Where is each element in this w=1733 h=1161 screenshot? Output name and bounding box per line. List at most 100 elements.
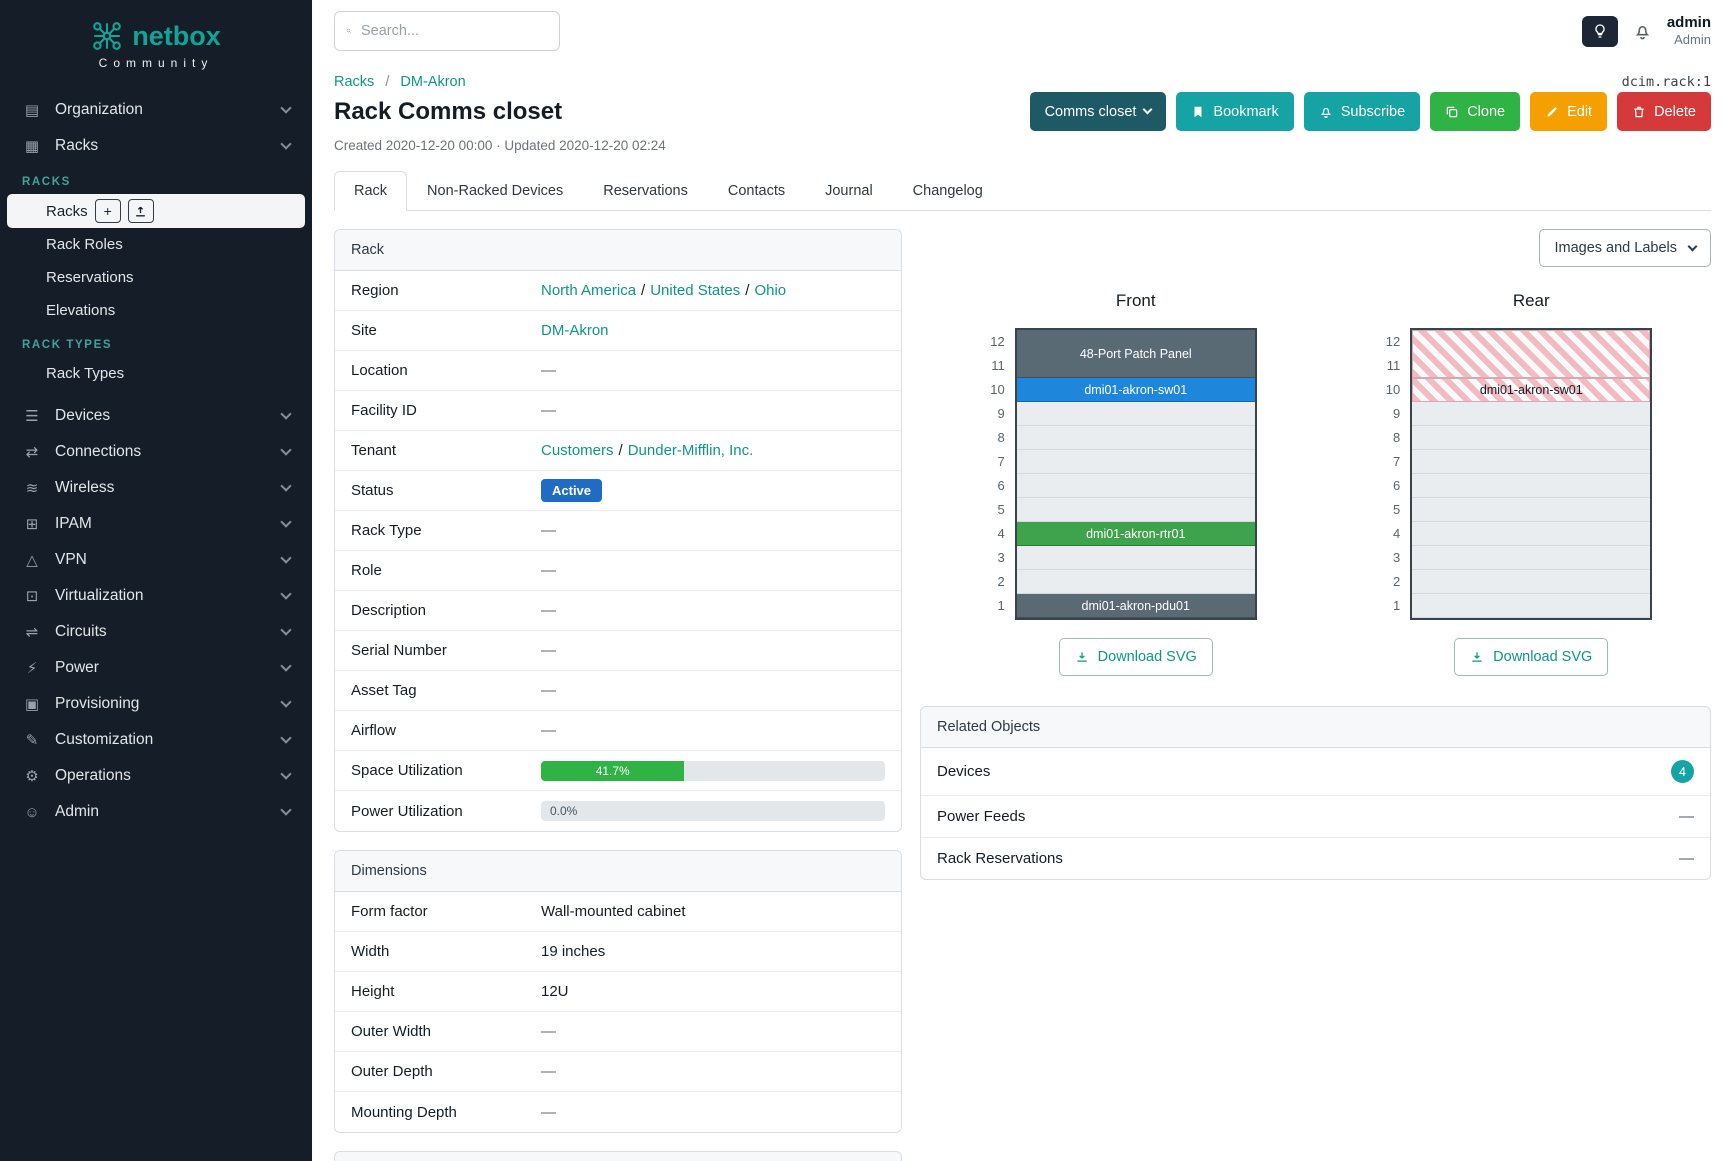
rack-unit-slot[interactable]	[1412, 450, 1651, 474]
sidebar-item-organization[interactable]: ▤ Organization	[0, 92, 312, 128]
sidebar-subitem-rack-types[interactable]: Rack Types	[46, 365, 125, 382]
field-label: Airflow	[351, 722, 397, 739]
download-svg-front-button[interactable]: Download SVG	[1058, 638, 1213, 676]
rack-device[interactable]: dmi01-akron-sw01	[1016, 378, 1255, 402]
unit-number-label: 12	[990, 334, 1005, 349]
rack-unit-slot[interactable]	[1412, 426, 1651, 450]
chevron-down-icon	[280, 624, 292, 636]
elevation-front-title: Front	[1115, 291, 1156, 310]
search-box[interactable]	[334, 11, 560, 51]
rack-device[interactable]: dmi01-akron-sw01	[1412, 378, 1651, 402]
rack-unit-slot[interactable]	[1016, 402, 1255, 426]
sidebar-item-virtualization[interactable]: ⊡ Virtualization	[0, 578, 312, 614]
search-input[interactable]	[361, 23, 548, 39]
sidebar-item-circuits[interactable]: ⇌ Circuits	[0, 614, 312, 650]
power-utilization-bar: 0.0%	[541, 801, 885, 821]
add-button[interactable]: +	[94, 199, 121, 223]
chevron-down-icon	[280, 732, 292, 744]
tab-changelog[interactable]: Changelog	[912, 183, 983, 199]
user-menu[interactable]: admin Admin	[1667, 14, 1711, 49]
sidebar-subitem-elevations[interactable]: Elevations	[46, 302, 116, 319]
empty-value: —	[541, 682, 556, 699]
tab-journal[interactable]: Journal	[825, 183, 873, 199]
rack-unit-slot[interactable]	[1412, 522, 1651, 546]
sidebar-subitem-racks[interactable]: Racks +	[7, 194, 305, 228]
chevron-down-icon	[280, 138, 292, 150]
field-label: Site	[351, 322, 377, 339]
progress-label: 0.0%	[550, 804, 578, 818]
images-labels-dropdown[interactable]: Images and Labels	[1539, 229, 1711, 267]
logo-area[interactable]: netbox Community	[0, 0, 312, 78]
rack-unit-slot[interactable]	[1016, 570, 1255, 594]
rack-unit-slot[interactable]	[1412, 546, 1651, 570]
sidebar-item-wireless[interactable]: ≋ Wireless	[0, 470, 312, 506]
unit-number-label: 7	[997, 454, 1005, 469]
sidebar-item-operations[interactable]: ⚙ Operations	[0, 758, 312, 794]
breadcrumb-link-site[interactable]: DM-Akron	[400, 74, 466, 90]
field-row-power-utilization: Power Utilization 0.0%	[335, 791, 901, 831]
tab-rack[interactable]: Rack	[334, 171, 408, 211]
region-link[interactable]: Ohio	[754, 282, 787, 299]
download-icon	[1472, 652, 1482, 662]
sidebar-item-provisioning[interactable]: ▣ Provisioning	[0, 686, 312, 722]
sidebar-item-racks[interactable]: ▦ Racks	[0, 128, 312, 164]
rack-device[interactable]: 48-Port Patch Panel	[1016, 330, 1255, 378]
connections-icon: ⇄	[25, 444, 39, 461]
sidebar-item-ipam[interactable]: ⊞ IPAM	[0, 506, 312, 542]
rack-unit-slot[interactable]	[1016, 474, 1255, 498]
rack-device-rear-shadow[interactable]	[1412, 330, 1651, 378]
field-value: 12U	[541, 983, 569, 1000]
theme-toggle-button[interactable]	[1581, 15, 1618, 47]
sidebar-item-power[interactable]: ⚡ Power	[0, 650, 312, 686]
clone-button[interactable]: Clone	[1430, 92, 1521, 131]
sidebar-item-devices[interactable]: ☰ Devices	[0, 398, 312, 434]
virtualization-icon: ⊡	[25, 588, 39, 605]
field-row-space-utilization: Space Utilization 41.7%	[335, 751, 901, 791]
sidebar-subitem-rack-roles[interactable]: Rack Roles	[46, 236, 123, 253]
rack-unit-slot[interactable]	[1412, 594, 1651, 618]
tenant-link[interactable]: Dunder-Mifflin, Inc.	[627, 442, 754, 459]
sidebar-item-connections[interactable]: ⇄ Connections	[0, 434, 312, 470]
unit-number-label: 11	[991, 358, 1005, 373]
related-objects-row-rack-reservations[interactable]: Rack Reservations —	[921, 838, 1710, 879]
site-link[interactable]: DM-Akron	[541, 322, 609, 339]
field-row-location: Location —	[335, 351, 901, 391]
tenant-group-link[interactable]: Customers	[541, 442, 614, 459]
region-link[interactable]: United States	[650, 282, 741, 299]
edit-label: Edit	[1567, 103, 1593, 120]
import-button[interactable]	[127, 199, 154, 223]
edit-button[interactable]: Edit	[1530, 92, 1608, 131]
subscribe-button[interactable]: Subscribe	[1303, 92, 1421, 131]
related-objects-row-power-feeds[interactable]: Power Feeds —	[921, 796, 1710, 838]
unit-number-label: 11	[1386, 358, 1401, 373]
rack-unit-slot[interactable]	[1412, 570, 1651, 594]
region-link[interactable]: North America	[541, 282, 637, 299]
delete-button[interactable]: Delete	[1617, 92, 1711, 131]
field-label: Power Utilization	[351, 802, 463, 820]
tab-reservations[interactable]: Reservations	[603, 183, 688, 199]
sidebar-item-customization[interactable]: ✎ Customization	[0, 722, 312, 758]
sidebar-item-admin[interactable]: ☺ Admin	[0, 794, 312, 830]
notifications-button[interactable]	[1633, 22, 1652, 41]
rack-unit-slot[interactable]	[1016, 546, 1255, 570]
related-objects-row-devices[interactable]: Devices 4	[921, 748, 1710, 796]
context-dropdown-button[interactable]: Comms closet	[1029, 92, 1167, 131]
rack-unit-slot[interactable]	[1016, 498, 1255, 522]
sidebar-item-vpn[interactable]: △ VPN	[0, 542, 312, 578]
organization-icon: ▤	[24, 102, 40, 119]
sidebar-subitem-reservations[interactable]: Reservations	[46, 269, 134, 286]
rack-unit-slot[interactable]	[1016, 426, 1255, 450]
rack-unit-slot[interactable]	[1412, 498, 1651, 522]
rack-device[interactable]: dmi01-akron-pdu01	[1016, 594, 1255, 618]
rack-unit-slot[interactable]	[1016, 450, 1255, 474]
rack-device[interactable]: dmi01-akron-rtr01	[1016, 522, 1255, 546]
bookmark-button[interactable]: Bookmark	[1176, 92, 1294, 131]
download-svg-rear-button[interactable]: Download SVG	[1454, 638, 1609, 676]
wireless-icon: ≋	[25, 480, 39, 497]
sidebar-group-racks: RACKS	[22, 176, 71, 188]
rack-unit-slot[interactable]	[1412, 402, 1651, 426]
tab-non-racked-devices[interactable]: Non-Racked Devices	[427, 183, 564, 199]
breadcrumb-link-racks[interactable]: Racks	[334, 74, 375, 90]
tab-contacts[interactable]: Contacts	[727, 183, 786, 199]
rack-unit-slot[interactable]	[1412, 474, 1651, 498]
